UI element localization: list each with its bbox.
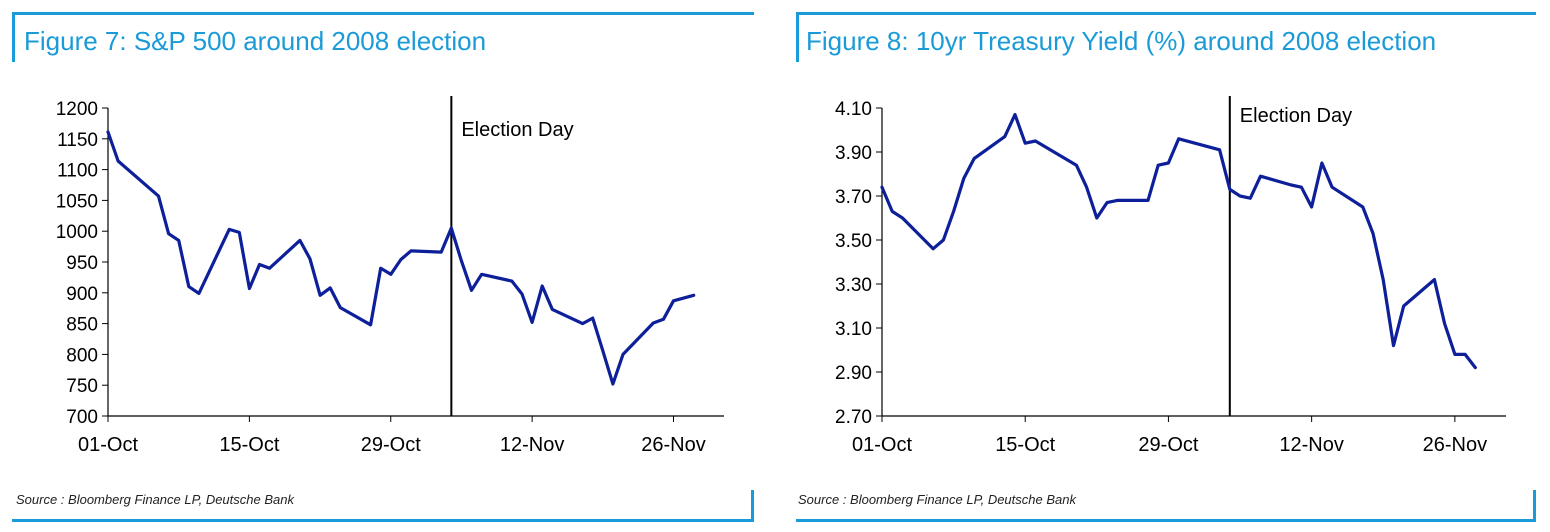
series-line (106, 130, 696, 386)
y-tick-label: 1100 (57, 161, 98, 182)
x-tick-label: 12-Nov (1279, 434, 1343, 456)
y-tick-label: 3.90 (835, 143, 872, 164)
source-note: Source : Bloomberg Finance LP, Deutsche … (16, 492, 294, 507)
y-tick-label: 4.10 (835, 99, 872, 120)
figure-8-panel: Figure 8: 10yr Treasury Yield (%) around… (782, 0, 1550, 532)
top-rule (12, 12, 754, 15)
y-tick-label: 1150 (57, 130, 98, 151)
treasury-yield-line-chart: 2.70 2.90 3.10 3.30 3.50 3.70 3.90 4.10 01-Oct 15… (835, 96, 1506, 456)
y-tick-label: 950 (66, 253, 98, 274)
y-tick-label: 3.50 (835, 231, 872, 252)
x-tick-label: 01-Oct (852, 434, 912, 456)
chart-title: Figure 8: 10yr Treasury Yield (%) around… (806, 26, 1437, 56)
top-rule (796, 12, 1536, 15)
x-tick-label: 26-Nov (641, 434, 705, 456)
x-tick-label: 29-Oct (361, 434, 421, 456)
y-tick-label: 1000 (56, 222, 98, 243)
x-tick-label: 01-Oct (78, 434, 138, 456)
y-tick-label: 1050 (56, 191, 98, 212)
right-rule (751, 490, 754, 522)
left-rule (796, 12, 799, 62)
y-tick-label: 1200 (56, 99, 98, 120)
right-rule (1533, 490, 1536, 522)
y-tick-label: 750 (66, 376, 98, 397)
x-tick-label: 12-Nov (500, 434, 564, 456)
x-tick-label: 15-Oct (219, 434, 279, 456)
bottom-rule (796, 519, 1536, 522)
sp500-line-chart: 700 750 800 850 900 950 1000 1050 1100 1150 1200 01… (56, 96, 724, 456)
y-tick-label: 3.10 (835, 319, 872, 340)
figure-7-panel: Figure 7: S&P 500 around 2008 election 7… (0, 0, 770, 532)
x-tick-label: 15-Oct (995, 434, 1055, 456)
election-day-label: Election Day (1240, 105, 1352, 127)
bottom-rule (12, 519, 754, 522)
y-tick-label: 2.90 (835, 363, 872, 384)
y-tick-label: 850 (66, 315, 98, 336)
x-tick-label: 29-Oct (1138, 434, 1198, 456)
y-tick-label: 3.30 (835, 275, 872, 296)
chart-title: Figure 7: S&P 500 around 2008 election (24, 26, 487, 56)
y-tick-label: 800 (66, 345, 98, 366)
x-tick-label: 26-Nov (1423, 434, 1487, 456)
y-tick-label: 900 (66, 284, 98, 305)
y-tick-label: 2.70 (835, 407, 872, 428)
left-rule (12, 12, 15, 62)
series-line (880, 112, 1477, 370)
y-tick-label: 700 (66, 407, 98, 428)
y-tick-label: 3.70 (835, 187, 872, 208)
source-note: Source : Bloomberg Finance LP, Deutsche … (798, 492, 1076, 507)
election-day-label: Election Day (461, 119, 573, 141)
